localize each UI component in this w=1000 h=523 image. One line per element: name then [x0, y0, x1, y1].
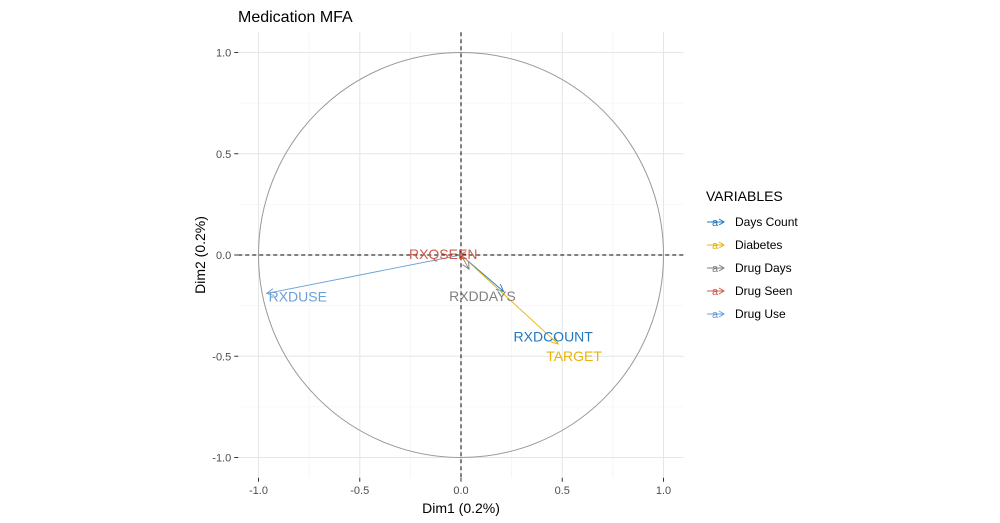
arrow-rxduse	[266, 254, 462, 294]
arrowhead-rxddays	[462, 261, 470, 271]
y-tick-label: 1.0	[216, 48, 231, 60]
legend-key-arrowhead	[718, 310, 725, 318]
x-tick-label: -0.5	[350, 485, 369, 497]
variable-label-rxduse: RXDUSE	[269, 288, 327, 304]
legend-key-glyph: a	[712, 240, 719, 252]
reference-lines	[238, 32, 684, 478]
legend-key-arrowhead	[718, 241, 725, 249]
unit-circle-layer	[258, 52, 664, 458]
arrowhead-target	[550, 336, 559, 345]
legend-key-glyph: a	[712, 286, 719, 298]
variable-labels: RXDCOUNT TARGET RXDDAYS RXQSEEN RXDUSE	[269, 246, 603, 364]
y-tick-label: 0.5	[216, 149, 231, 161]
variable-arrows	[265, 251, 559, 345]
variable-label-target: TARGET	[546, 348, 602, 364]
arrowhead-rxdcount	[495, 283, 505, 293]
y-axis-title: Dim2 (0.2%)	[192, 216, 208, 294]
variable-label-rxddays: RXDDAYS	[449, 288, 516, 304]
x-tick-label: 0.5	[555, 485, 570, 497]
legend-key-glyph: a	[712, 309, 719, 321]
legend-key-arrowhead	[718, 287, 725, 295]
legend-key-arrowhead	[718, 218, 725, 226]
unit-circle	[258, 52, 664, 458]
x-tick-label: 0.0	[453, 485, 468, 497]
arrowhead-rxduse	[265, 288, 275, 296]
legend-label: Drug Use	[735, 307, 786, 321]
legend-label: Diabetes	[735, 238, 782, 252]
y-tick-label: -0.5	[212, 351, 231, 363]
legend-label: Drug Seen	[735, 284, 792, 298]
arrow-rxddays	[460, 254, 470, 270]
legend-key-glyph: a	[712, 263, 719, 275]
x-tick-label: -1.0	[249, 485, 268, 497]
legend-key-arrowhead	[718, 264, 725, 272]
legend-label: Drug Days	[735, 261, 792, 275]
legend-key-glyph: a	[712, 217, 719, 229]
y-tick-label: -1.0	[212, 453, 231, 465]
chart-title: Medication MFA	[238, 9, 353, 26]
x-axis-title: Dim1 (0.2%)	[422, 500, 500, 516]
x-axis: -1.0 -0.5 0.0 0.5 1.0	[249, 477, 671, 497]
variable-label-rxqseen: RXQSEEN	[409, 246, 477, 262]
legend: VARIABLES a Days Count a Diabetes a Drug Days…	[706, 188, 798, 321]
y-axis: 1.0 0.5 0.0 -0.5 -1.0	[212, 48, 239, 465]
y-tick-label: 0.0	[216, 250, 231, 262]
legend-label: Days Count	[735, 215, 798, 229]
arrow-target	[460, 254, 559, 345]
variable-label-rxdcount: RXDCOUNT	[514, 328, 594, 344]
legend-title: VARIABLES	[706, 188, 783, 204]
x-tick-label: 1.0	[656, 485, 671, 497]
